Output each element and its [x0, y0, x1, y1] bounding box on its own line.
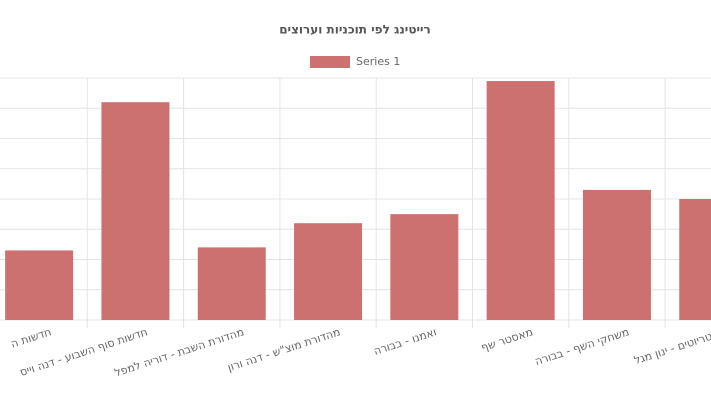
bar	[582, 189, 651, 320]
x-tick-label: משחקי השף - בבורה	[533, 325, 631, 368]
legend-label: Series 1	[356, 55, 400, 68]
bar	[679, 199, 711, 320]
x-tick-label: ואמנו - בבורה	[372, 325, 438, 358]
legend-swatch	[310, 56, 350, 68]
bar	[390, 214, 459, 320]
bar	[486, 81, 555, 321]
bar	[294, 223, 363, 320]
bar	[197, 247, 266, 320]
x-tick-label: הפטריוטים - ינון מגל	[632, 325, 711, 367]
x-tick-label: חדשות ה	[9, 325, 53, 350]
bar	[101, 102, 170, 320]
x-tick-label: מאסטר שף	[479, 325, 534, 354]
bar	[5, 250, 74, 320]
chart-title: רייטינג לפי תוכניות וערוצים	[279, 23, 431, 37]
